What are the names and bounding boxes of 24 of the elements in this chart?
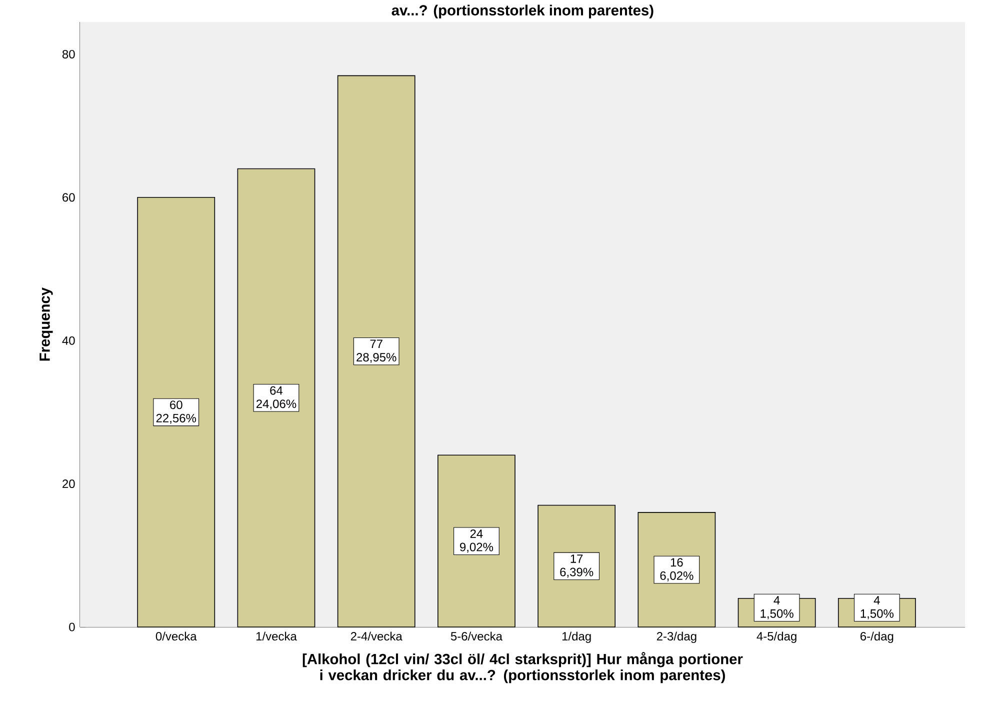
data-label: 16 6,02% <box>660 558 694 582</box>
data-label: 60 22,56% <box>156 400 196 424</box>
chart-title: av...? (portionsstorlek inom parentes) <box>392 4 654 18</box>
data-label: 4 1,50% <box>760 596 794 620</box>
y-tick-label: 60 <box>62 193 75 202</box>
x-tick-label: 6-/dag <box>860 632 894 643</box>
x-axis-title: [Alkohol (12cl vin/ 33cl öl/ 4cl starksprit)] Hur många portioner i veckan dricker du av...? (portionsstorlek inom parentes) <box>302 652 743 684</box>
x-tick-label: 0/vecka <box>156 632 197 641</box>
y-axis-title: Frequency <box>40 287 53 361</box>
y-tick-label: 80 <box>62 50 75 58</box>
data-label: 17 6,39% <box>560 554 594 578</box>
data-label: 24 9,02% <box>460 529 494 553</box>
y-tick-label: 20 <box>62 480 75 488</box>
data-label: 64 24,06% <box>256 386 296 410</box>
y-tick-label: 40 <box>62 336 75 345</box>
x-tick-label: 2-4/vecka <box>350 632 402 641</box>
x-tick-label: 2-3/dag <box>656 632 696 643</box>
x-tick-label: 1/vecka <box>256 632 297 641</box>
x-tick-label: 1/dag <box>562 632 591 643</box>
y-tick-label: 0 <box>69 622 75 632</box>
data-label: 4 1,50% <box>860 596 894 620</box>
x-tick-label: 4-5/dag <box>756 632 796 643</box>
data-label: 77 28,95% <box>356 340 396 363</box>
x-tick-label: 5-6/vecka <box>450 632 502 641</box>
